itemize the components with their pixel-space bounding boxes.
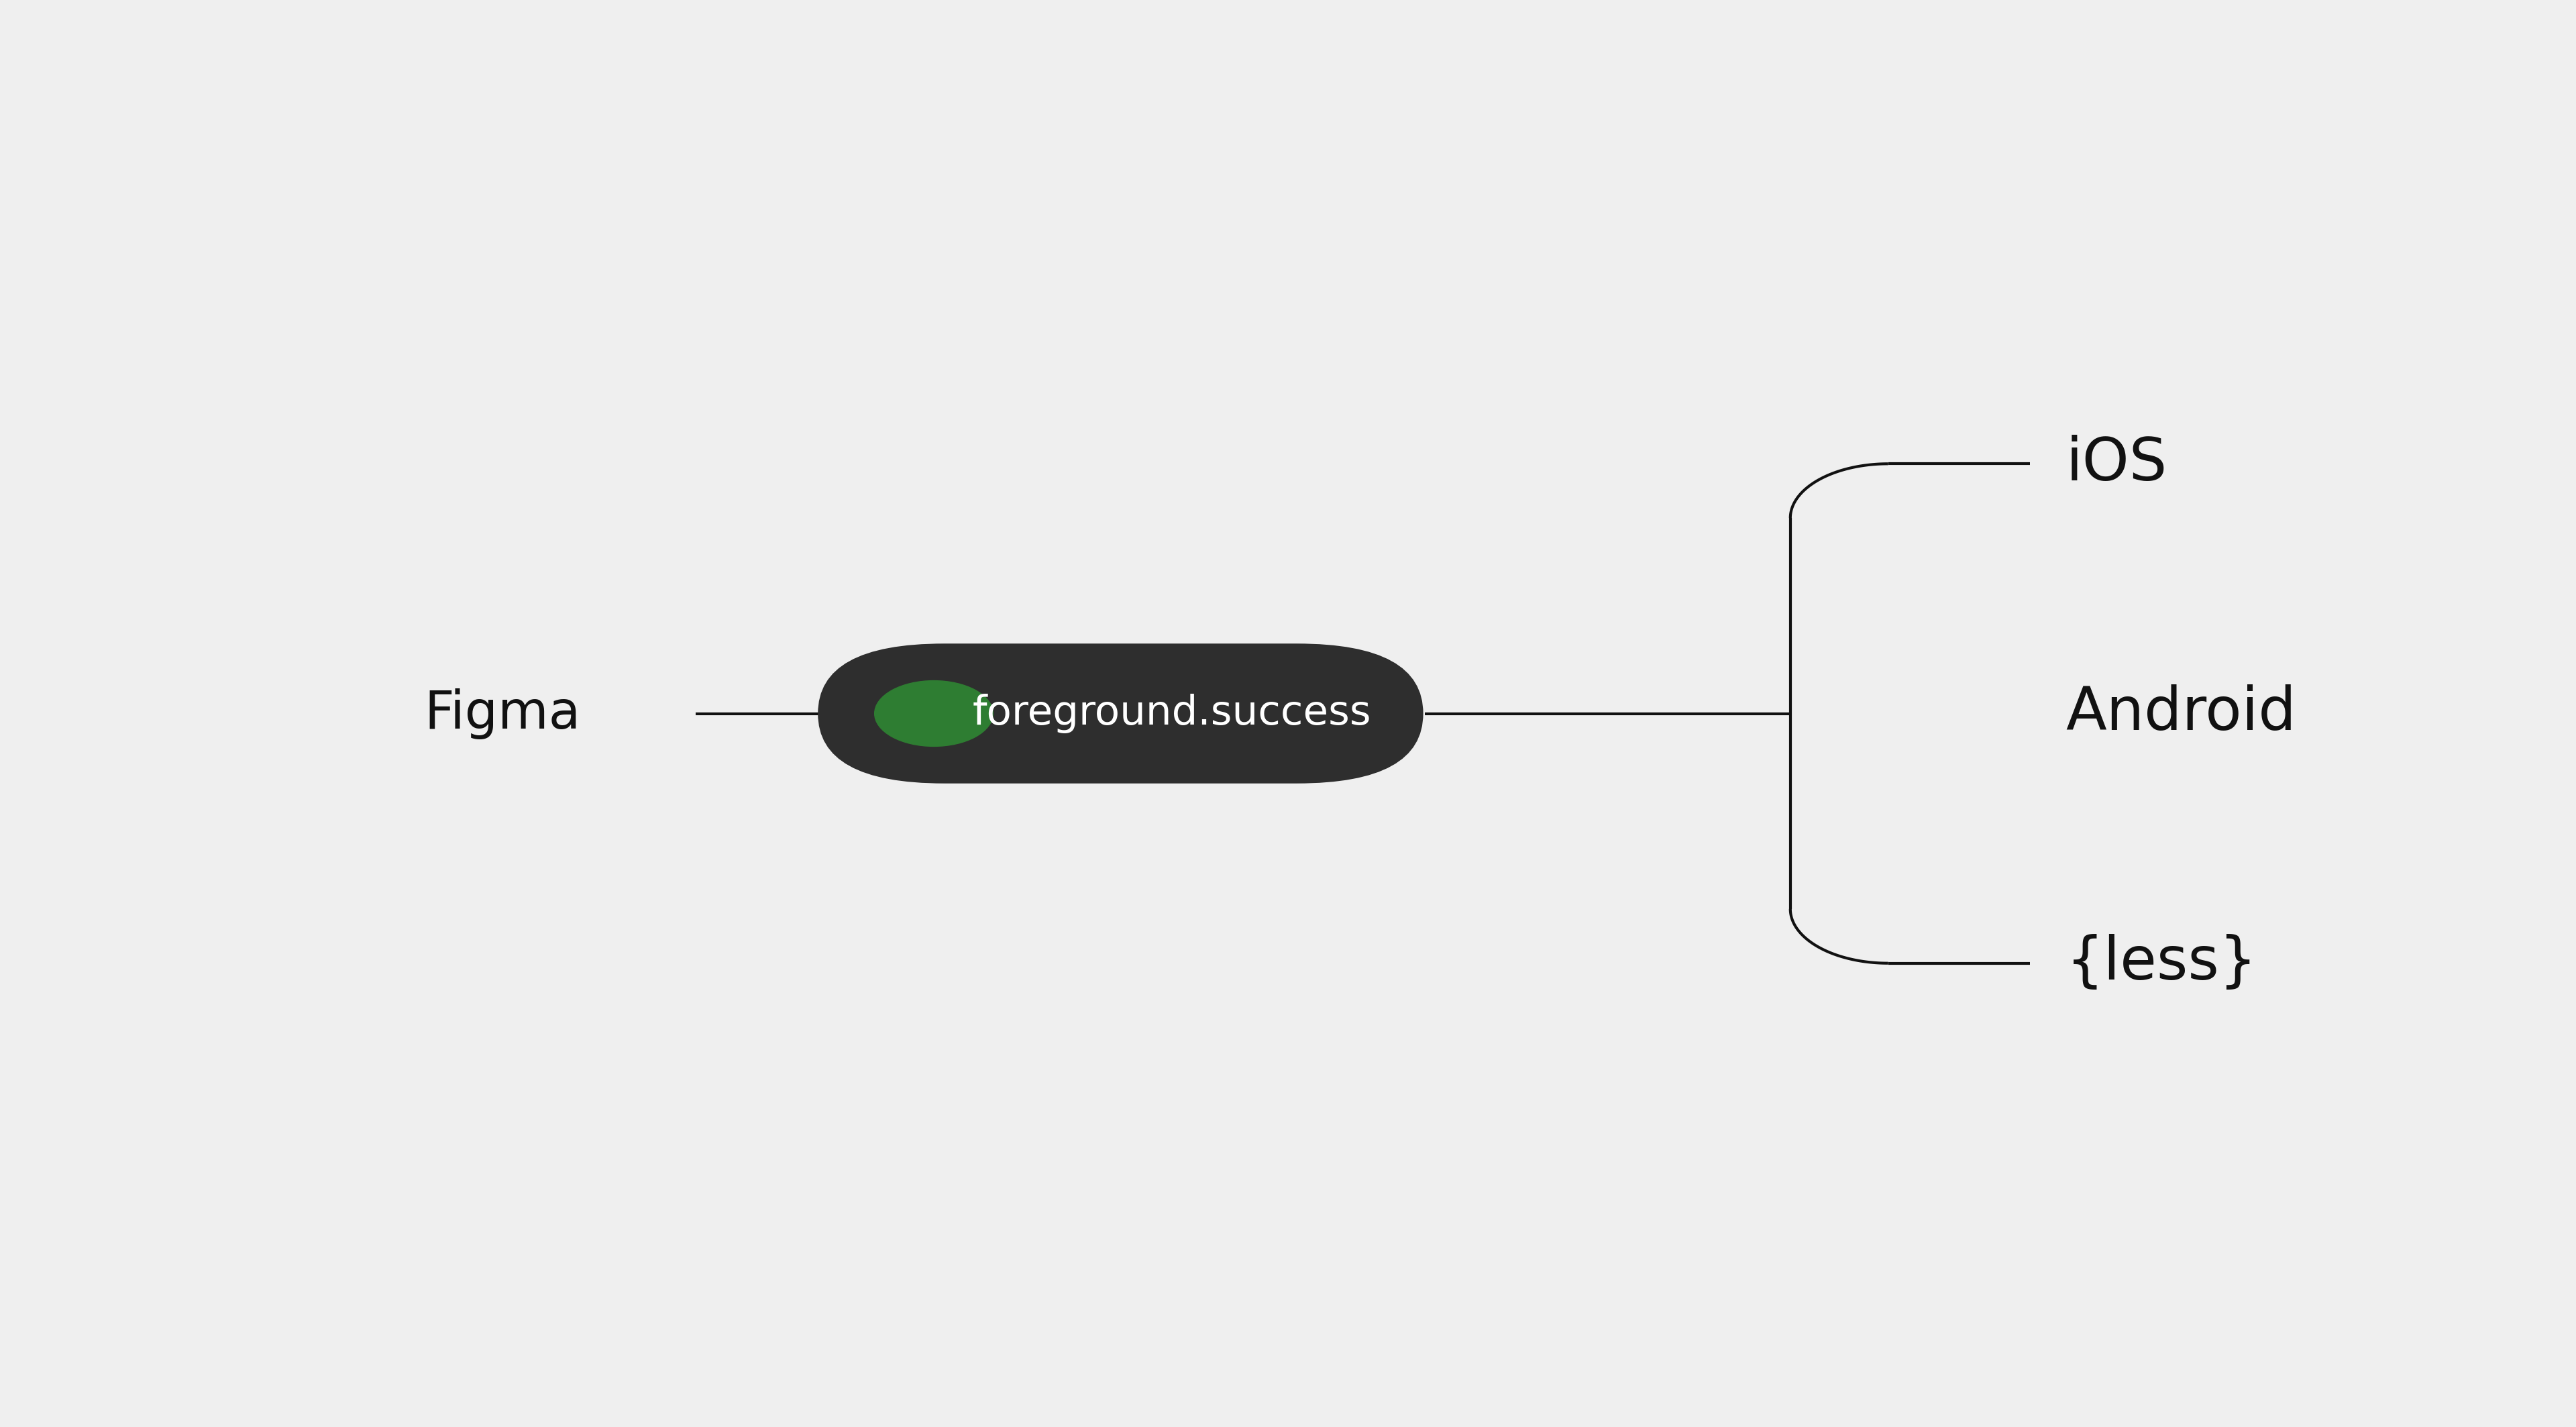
- Text: foreground.success: foreground.success: [971, 694, 1370, 733]
- Text: {less}: {less}: [2066, 935, 2257, 992]
- Text: iOS: iOS: [2066, 435, 2166, 492]
- Text: Figma: Figma: [425, 688, 580, 739]
- Circle shape: [876, 681, 994, 746]
- Text: Android: Android: [2066, 685, 2298, 742]
- FancyBboxPatch shape: [819, 644, 1422, 783]
